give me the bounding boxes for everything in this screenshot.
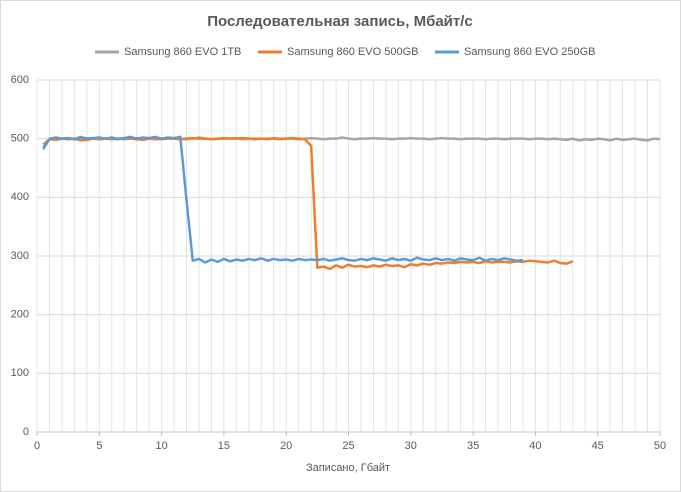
x-tick-label: 0 bbox=[34, 440, 40, 452]
y-tick-label: 300 bbox=[11, 250, 29, 262]
x-tick-label: 40 bbox=[529, 440, 541, 452]
x-axis-label: Записано, Гбайт bbox=[306, 462, 390, 474]
y-tick-label: 100 bbox=[11, 367, 29, 379]
y-tick-label: 500 bbox=[11, 133, 29, 145]
y-tick-label: 200 bbox=[11, 309, 29, 321]
chart-title: Последовательная запись, Мбайт/с bbox=[207, 13, 473, 30]
series-line bbox=[42, 135, 524, 264]
y-tick-label: 600 bbox=[11, 74, 29, 86]
legend-label: Samsung 860 EVO 1TB bbox=[124, 46, 241, 58]
legend-label: Samsung 860 EVO 250GB bbox=[464, 46, 595, 58]
x-tick-label: 20 bbox=[280, 440, 292, 452]
x-tick-label: 35 bbox=[467, 440, 479, 452]
x-tick-label: 25 bbox=[342, 440, 354, 452]
x-tick-label: 30 bbox=[405, 440, 417, 452]
x-tick-label: 10 bbox=[155, 440, 167, 452]
x-tick-label: 50 bbox=[654, 440, 666, 452]
x-tick-label: 45 bbox=[592, 440, 604, 452]
x-tick-label: 15 bbox=[218, 440, 230, 452]
y-tick-label: 0 bbox=[23, 426, 29, 438]
y-tick-label: 400 bbox=[11, 191, 29, 203]
x-tick-label: 5 bbox=[96, 440, 102, 452]
legend-label: Samsung 860 EVO 500GB bbox=[287, 46, 418, 58]
